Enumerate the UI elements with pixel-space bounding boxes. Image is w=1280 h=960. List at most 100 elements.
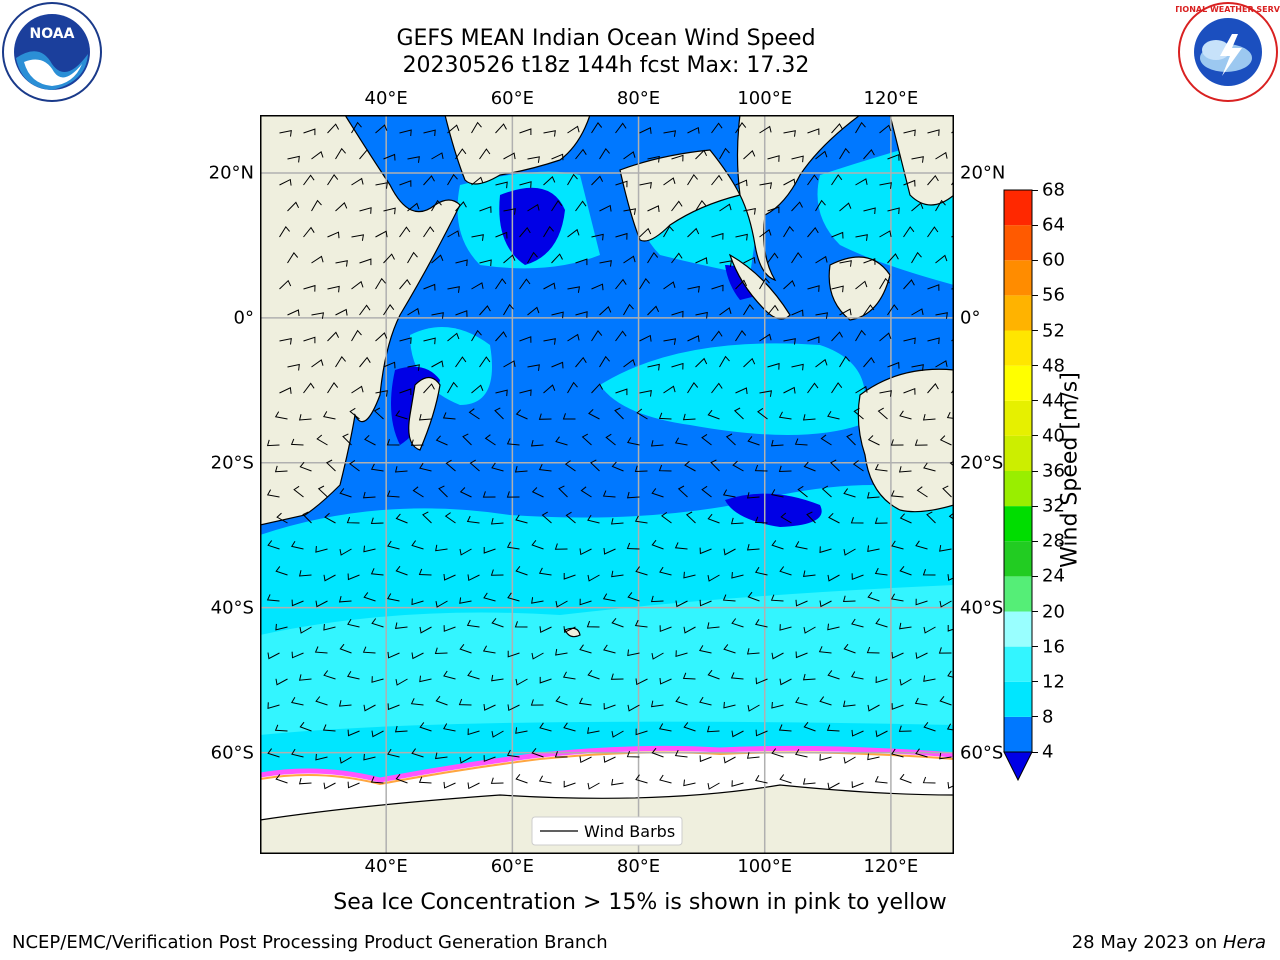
wind-barb (671, 362, 684, 370)
wind-barb (719, 203, 732, 212)
footer-date: 28 May 2023 on Hera (1072, 932, 1266, 953)
wind-barb (754, 516, 768, 524)
wind-barb (671, 252, 683, 264)
wind-barb (447, 332, 460, 342)
wind-barb (827, 574, 840, 582)
wind-barb (899, 565, 912, 576)
wind-barb (807, 336, 820, 343)
wind-barb (874, 463, 888, 472)
wind-barb (659, 677, 672, 685)
wind-barb (298, 414, 312, 421)
wind-barb (707, 782, 720, 790)
wind-barb (827, 670, 840, 680)
wind-barb (407, 202, 420, 212)
wind-barb (483, 592, 496, 602)
wind-barb (431, 152, 444, 160)
wind-barb (623, 303, 634, 316)
wind-barb (639, 127, 652, 134)
wind-barb (490, 777, 504, 784)
wind-barb (347, 729, 360, 737)
colorbar-tick-mark (1032, 540, 1038, 542)
colorbar-tick-label: 4 (1042, 741, 1054, 763)
wind-barb (828, 512, 840, 524)
wind-barb (926, 511, 936, 524)
wind-barb (866, 491, 880, 499)
wind-barb (815, 199, 826, 212)
wind-barb (462, 433, 472, 446)
wind-barb (853, 407, 864, 420)
wind-barb (323, 574, 336, 582)
wind-barb (795, 651, 808, 659)
wind-barb (923, 675, 936, 682)
wind-barb (399, 388, 412, 396)
wind-barb (335, 260, 348, 267)
wind-barb (755, 729, 768, 737)
wind-barb (879, 230, 892, 238)
colorbar-tick-mark (1032, 330, 1038, 331)
wind-barb (419, 722, 432, 732)
wind-barb (867, 591, 880, 602)
wind-barb (903, 179, 916, 187)
wind-barb (578, 697, 592, 706)
wind-barb (755, 677, 768, 685)
wind-barb (531, 487, 544, 498)
wind-barb (922, 413, 936, 421)
wind-barb (531, 597, 544, 604)
colorbar-bin (1004, 506, 1032, 542)
wind-barb (647, 363, 660, 371)
wind-barb (723, 756, 736, 764)
wind-barb (699, 696, 712, 706)
wind-barb (851, 618, 864, 628)
wind-barb (327, 123, 340, 134)
wind-barb (683, 626, 696, 634)
wind-barb (851, 573, 864, 581)
wind-barb (495, 231, 508, 239)
wind-barb (819, 600, 832, 608)
wind-barb (674, 542, 688, 550)
wind-barb (459, 756, 472, 764)
wind-barb (743, 303, 754, 316)
wind-barb (565, 511, 576, 524)
wind-barb (591, 383, 604, 394)
colorbar-tick-label: 24 (1042, 565, 1065, 587)
wind-barb (580, 486, 592, 498)
wind-barb (855, 234, 868, 241)
wind-barb (503, 303, 514, 316)
wind-barb (266, 594, 280, 602)
wind-barb (399, 129, 412, 137)
wind-barb (743, 150, 756, 160)
wind-barb (506, 749, 520, 758)
lat-tick-right: 20°N (960, 162, 1006, 184)
wind-barb (770, 594, 784, 602)
colorbar-tick-label: 20 (1042, 601, 1065, 622)
wind-barb (923, 721, 936, 732)
wind-barb (538, 463, 552, 472)
wind-barb (491, 674, 504, 682)
lat-tick-left: 40°S (210, 597, 254, 619)
wind-barb (491, 617, 504, 628)
wind-barb (275, 678, 288, 686)
wind-barb (383, 361, 396, 369)
wind-barb (567, 173, 578, 186)
wind-barb (733, 407, 744, 420)
colorbar-tick-mark (1032, 646, 1038, 648)
wind-barb (634, 619, 648, 628)
wind-barb (599, 355, 610, 368)
wind-barb (491, 730, 504, 738)
wind-barb (903, 279, 915, 290)
wind-barb (923, 462, 936, 472)
wind-barb (567, 381, 578, 394)
wind-barb (383, 153, 396, 161)
wind-barb (479, 305, 491, 316)
wind-barb (719, 307, 732, 316)
wind-barb (267, 702, 280, 709)
wind-barb (447, 124, 460, 134)
wind-barb (339, 488, 352, 498)
wind-barb (530, 699, 544, 706)
wind-barb (767, 304, 779, 316)
colorbar-tick-mark (1032, 294, 1038, 296)
wind-barb (807, 226, 819, 238)
wind-barb (455, 148, 467, 160)
colorbar-bin (1004, 190, 1032, 226)
wind-barb (735, 279, 748, 290)
